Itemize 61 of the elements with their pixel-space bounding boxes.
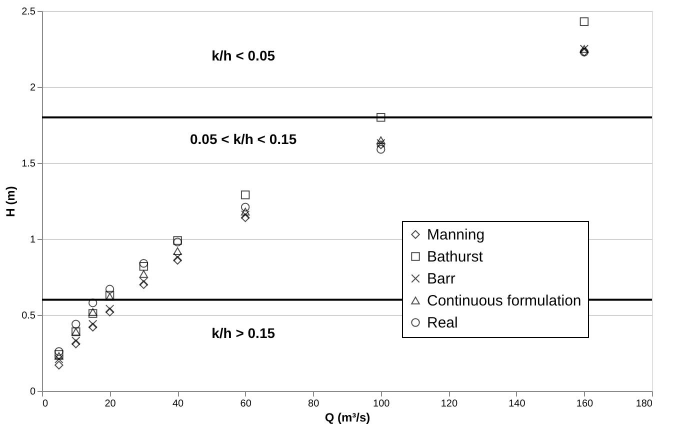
point [105, 290, 114, 300]
y-axis-title: H (m) [4, 186, 18, 217]
point [173, 247, 182, 256]
x-tick-label: 100 [373, 398, 390, 410]
annotation: k/h < 0.05 [212, 48, 276, 64]
legend-label: Barr [427, 270, 456, 288]
point [88, 308, 98, 316]
point [580, 17, 589, 26]
y-tick-label: 1 [30, 234, 36, 246]
point [105, 292, 114, 301]
y-tick-label: 2 [30, 82, 36, 94]
y-tick-label: 0 [30, 386, 36, 398]
legend-label: Bathurst [427, 248, 484, 266]
legend-label: Real [427, 314, 458, 332]
point [54, 360, 64, 370]
point [54, 347, 64, 356]
point [139, 262, 148, 271]
point [240, 202, 250, 212]
x-axis-title: Q (m³/s) [324, 410, 370, 424]
point [54, 352, 64, 360]
point [54, 354, 64, 364]
point [139, 258, 148, 268]
point [376, 144, 386, 154]
point [54, 350, 64, 359]
legend-label: Manning [427, 226, 485, 244]
x-tick-label: 140 [508, 398, 526, 410]
x-tick-label: 180 [636, 398, 653, 410]
point [105, 304, 114, 314]
point [72, 336, 80, 346]
y-tick-label: 2.5 [22, 6, 36, 18]
legend-label: Continuous formulation [427, 292, 582, 310]
point [376, 136, 386, 144]
point [88, 309, 98, 318]
point [88, 320, 98, 328]
x-tick-label: 160 [576, 398, 594, 410]
point [139, 280, 148, 289]
point [88, 298, 98, 308]
point [376, 113, 386, 122]
x-tick-label: 80 [308, 398, 320, 410]
point [240, 190, 250, 200]
x-tick-label: 0 [42, 398, 48, 410]
point [173, 256, 182, 265]
x-tick-label: 40 [172, 398, 184, 410]
point [105, 284, 114, 294]
point [240, 213, 250, 222]
x-tick-label: 20 [104, 398, 116, 410]
x-tick-label: 120 [440, 398, 458, 410]
annotation: k/h > 0.15 [212, 325, 276, 341]
point [240, 210, 250, 220]
point [173, 252, 182, 262]
point [105, 308, 114, 316]
x-tick-label: 60 [240, 398, 252, 410]
point [139, 270, 148, 278]
y-tick-label: 1.5 [22, 158, 36, 170]
annotation: 0.05 < k/h < 0.15 [190, 131, 297, 148]
point [88, 322, 98, 332]
point [72, 340, 80, 348]
point [240, 208, 250, 216]
point [72, 320, 80, 328]
point [139, 277, 148, 286]
y-tick-label: 0.5 [22, 310, 36, 322]
